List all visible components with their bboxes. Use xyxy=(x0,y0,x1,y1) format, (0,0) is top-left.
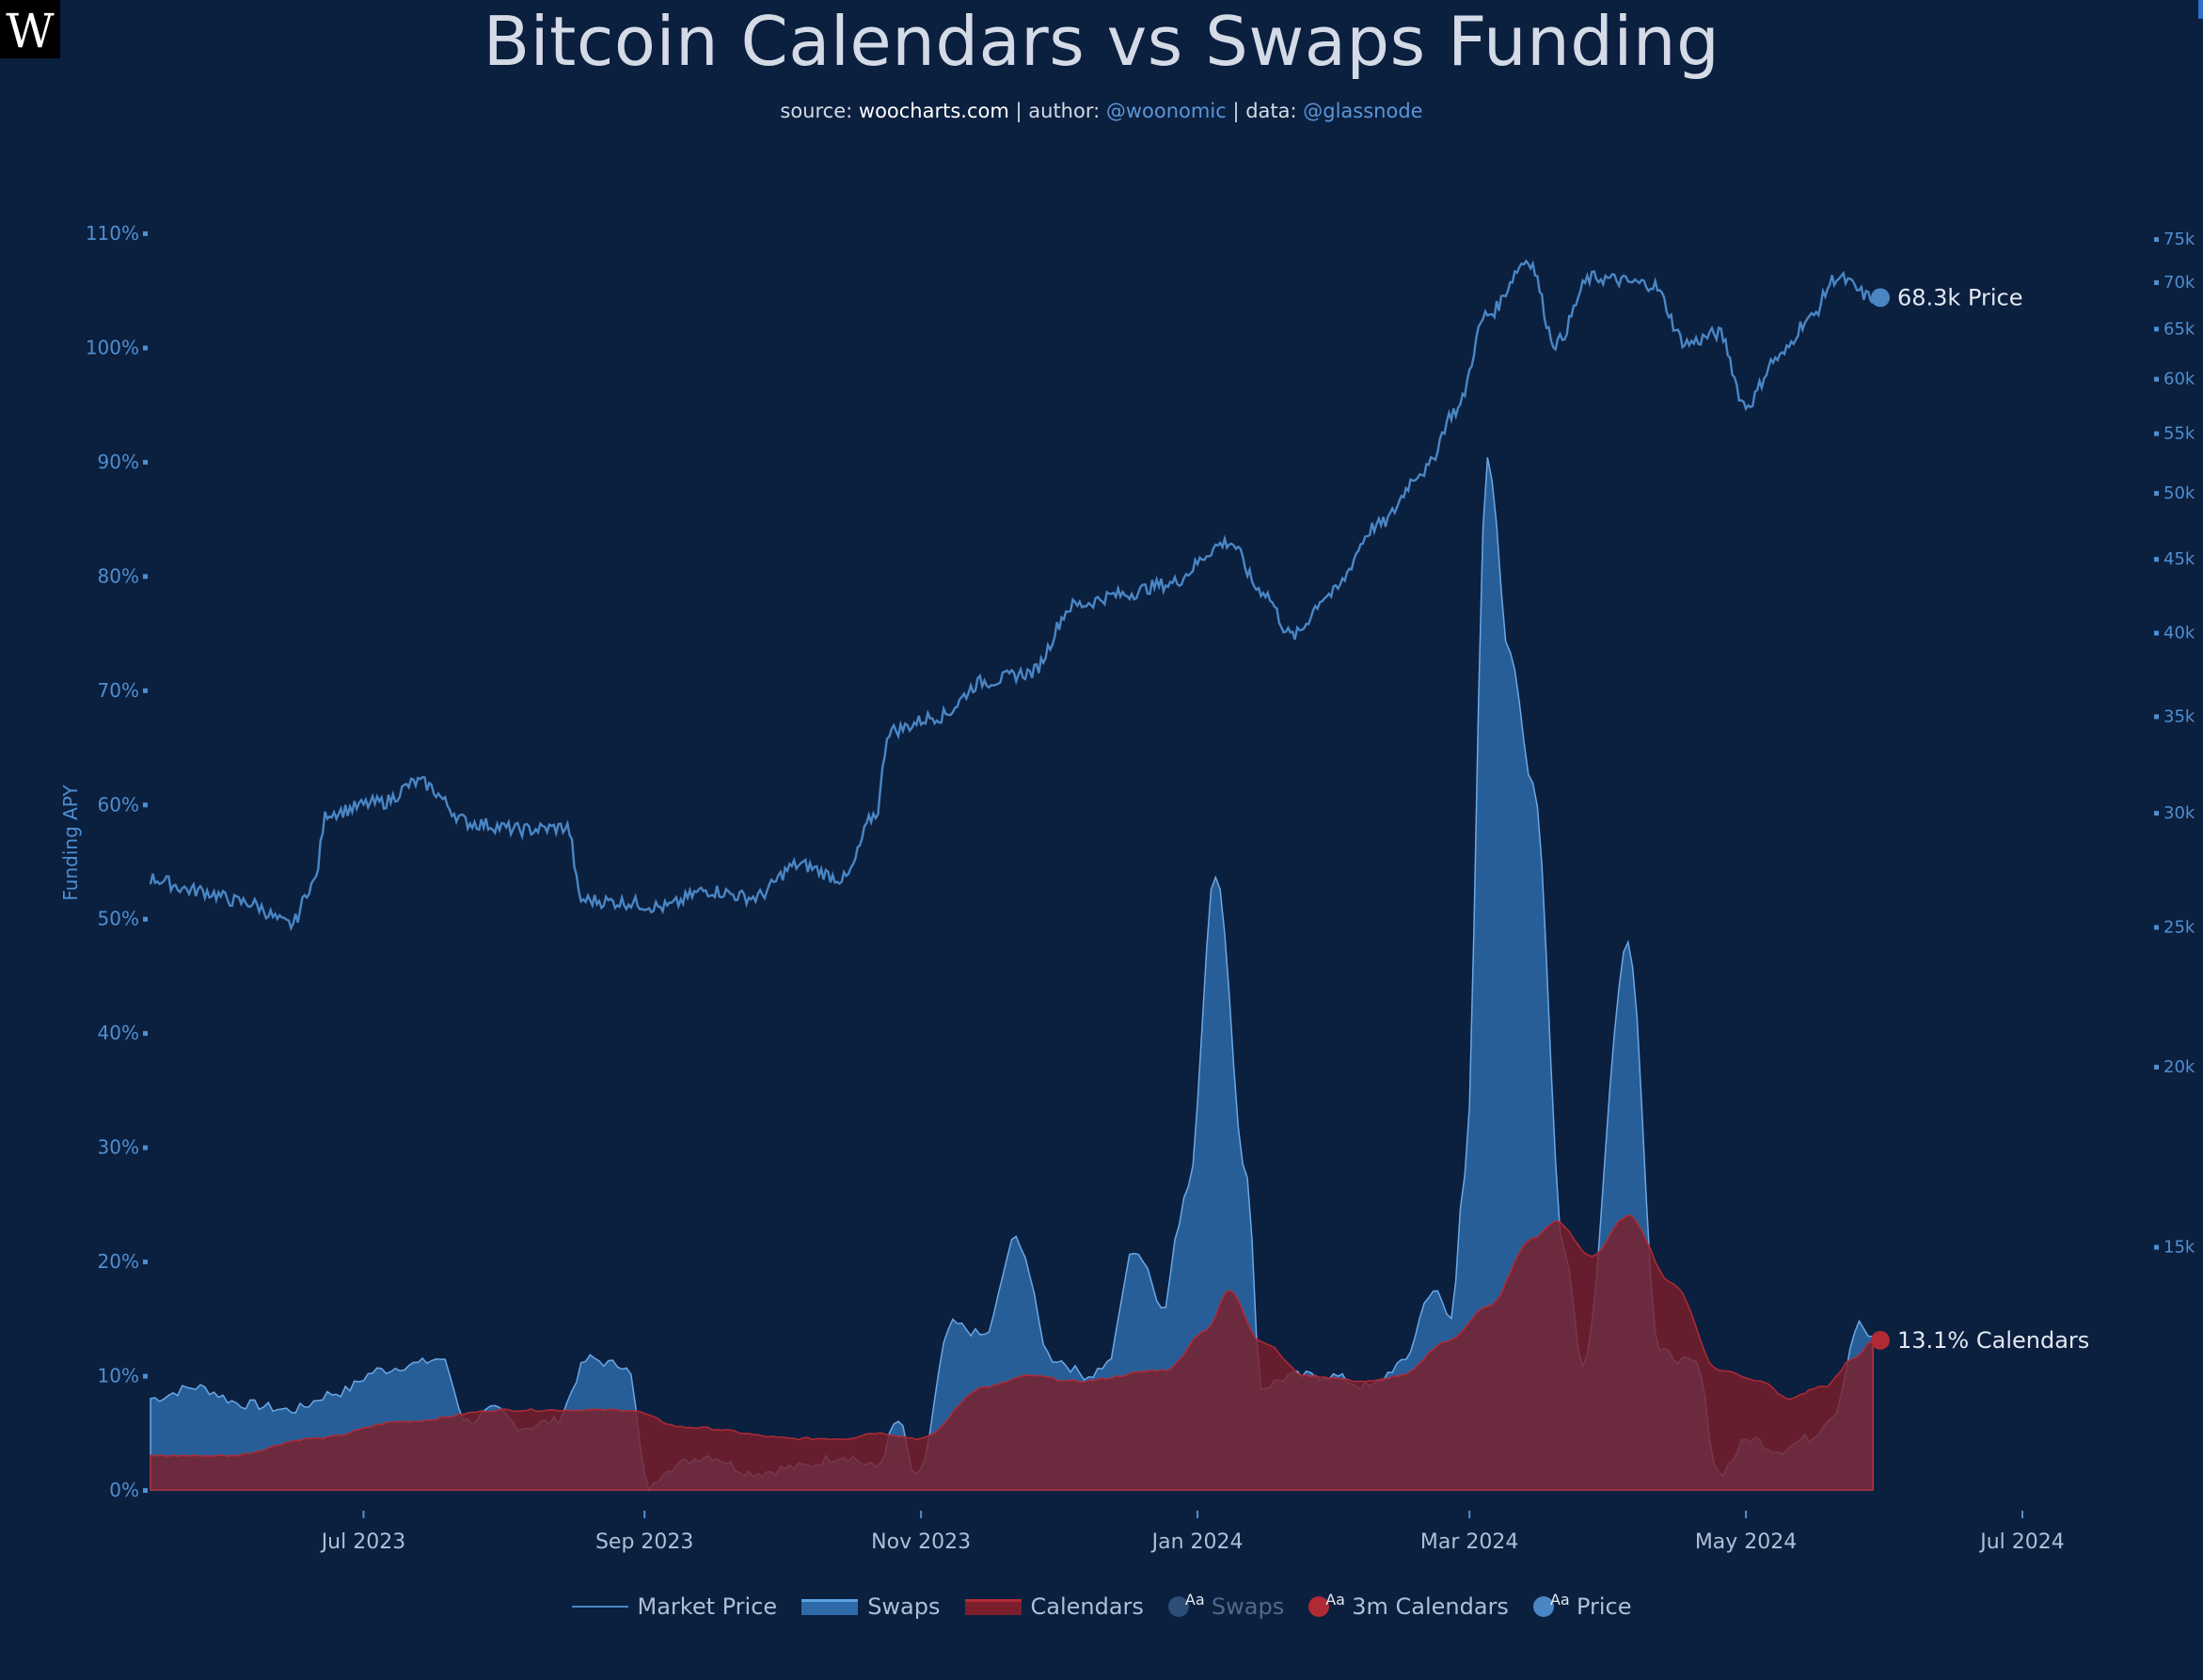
y2-tick-mark xyxy=(2154,811,2159,816)
legend-item-price-marker[interactable]: Aa Price xyxy=(1532,1591,1632,1620)
y2-tick-mark xyxy=(2154,925,2159,930)
y-tick-label: 0% xyxy=(109,1479,139,1501)
y2-tick-mark xyxy=(2154,557,2159,563)
price-line[interactable] xyxy=(149,259,1874,932)
y2-tick-mark xyxy=(2154,630,2159,636)
source-label: source: xyxy=(780,100,853,122)
swaps-marker-icon: Aa xyxy=(1167,1591,1205,1617)
y-axis-title: Funding APY xyxy=(59,785,82,901)
y-tick-mark xyxy=(143,574,148,579)
corner-accent xyxy=(2198,0,2203,19)
author-link[interactable]: @woonomic xyxy=(1105,100,1227,122)
calendars-swatch xyxy=(964,1598,1022,1615)
y-tick-label: 70% xyxy=(98,679,139,702)
y-tick-label: 30% xyxy=(98,1136,139,1159)
y2-tick-label: 50k xyxy=(2163,483,2195,503)
y2-tick-mark xyxy=(2154,1064,2159,1070)
x-axis: Jul 2023 Sep 2023 Nov 2023 Jan 2024 Mar 2024… xyxy=(320,1511,2065,1554)
legend-label-calendars-marker: 3m Calendars xyxy=(1352,1593,1509,1620)
legend: Market Price Swaps Calendars Aa Swaps Aa… xyxy=(0,1591,2203,1620)
author-label: | author: xyxy=(1015,100,1101,122)
legend-label-swaps-marker: Swaps xyxy=(1211,1593,1285,1620)
y2-tick-label: 60k xyxy=(2163,370,2195,389)
y2-tick-mark xyxy=(2154,431,2159,436)
data-label: | data: xyxy=(1232,100,1297,122)
x-tick-label: Jan 2024 xyxy=(1150,1530,1244,1554)
x-tick-label: Jul 2023 xyxy=(320,1530,406,1554)
y2-tick-label: 75k xyxy=(2163,230,2195,249)
y-tick-mark xyxy=(143,1488,148,1493)
chart-canvas[interactable]: 0% 10% 20% 30% 40% 50% 60% 70% 80% 90% 100% 110% 15… xyxy=(0,0,2203,1580)
y2-tick-label: 15k xyxy=(2163,1237,2195,1257)
legend-item-calendars[interactable]: Calendars xyxy=(964,1593,1144,1620)
calendars-end-marker xyxy=(1870,1330,1890,1350)
x-tick-label: May 2024 xyxy=(1695,1530,1797,1554)
legend-label-market-price: Market Price xyxy=(637,1593,778,1620)
y-tick-mark xyxy=(143,802,148,808)
legend-item-calendars-marker[interactable]: Aa 3m Calendars xyxy=(1308,1591,1509,1620)
y2-tick-label: 40k xyxy=(2163,624,2195,643)
y2-tick-mark xyxy=(2154,491,2159,497)
calendars-end-label: 13.1% Calendars xyxy=(1897,1327,2089,1354)
y-axis-left: 0% 10% 20% 30% 40% 50% 60% 70% 80% 90% 100% 110% xyxy=(86,222,148,1501)
legend-item-swaps[interactable]: Swaps xyxy=(801,1593,941,1620)
market-price-swatch xyxy=(571,1606,628,1608)
data-link[interactable]: @glassnode xyxy=(1303,100,1423,122)
x-tick-label: Sep 2023 xyxy=(595,1530,693,1554)
y-tick-mark xyxy=(143,1145,148,1150)
y2-tick-label: 65k xyxy=(2163,319,2195,339)
y2-tick-label: 45k xyxy=(2163,549,2195,569)
chart-subtitle: source: woocharts.com | author: @woonomi… xyxy=(0,100,2203,122)
y-tick-label: 40% xyxy=(98,1022,139,1044)
price-marker-icon: Aa xyxy=(1532,1591,1570,1617)
y-tick-mark xyxy=(143,1031,148,1037)
legend-label-price-marker: Price xyxy=(1576,1593,1632,1620)
x-tick-label: Jul 2024 xyxy=(1978,1530,2065,1554)
y-tick-label: 50% xyxy=(98,908,139,930)
y2-tick-label: 20k xyxy=(2163,1057,2195,1077)
legend-item-swaps-marker[interactable]: Aa Swaps xyxy=(1167,1591,1285,1620)
y2-tick-mark xyxy=(2154,714,2159,720)
source-link[interactable]: woocharts.com xyxy=(858,100,1009,122)
calendars-area[interactable] xyxy=(150,1213,1874,1491)
y-tick-mark xyxy=(143,1260,148,1265)
swaps-swatch xyxy=(801,1598,859,1615)
y2-tick-label: 25k xyxy=(2163,917,2195,937)
price-end-label: 68.3k Price xyxy=(1897,284,2023,310)
x-tick-label: Nov 2023 xyxy=(871,1530,971,1554)
legend-item-market-price[interactable]: Market Price xyxy=(571,1593,778,1620)
chart-title: Bitcoin Calendars vs Swaps Funding xyxy=(483,2,1720,81)
y-tick-mark xyxy=(143,916,148,922)
y-tick-label: 10% xyxy=(98,1365,139,1387)
legend-label-swaps: Swaps xyxy=(867,1593,941,1620)
y-tick-mark xyxy=(143,1373,148,1379)
y-tick-label: 20% xyxy=(98,1250,139,1273)
woocharts-logo: W xyxy=(0,0,60,58)
y-tick-label: 90% xyxy=(98,451,139,473)
y-tick-label: 60% xyxy=(98,793,139,816)
y-tick-label: 100% xyxy=(86,336,139,358)
y2-tick-mark xyxy=(2154,326,2159,332)
y-tick-mark xyxy=(143,459,148,465)
y-tick-mark xyxy=(143,345,148,351)
y-tick-mark xyxy=(143,688,148,693)
y-tick-label: 110% xyxy=(86,222,139,245)
y2-tick-label: 35k xyxy=(2163,706,2195,726)
y2-tick-mark xyxy=(2154,237,2159,243)
y2-tick-mark xyxy=(2154,1244,2159,1250)
calendars-marker-icon: Aa xyxy=(1308,1591,1345,1617)
legend-label-calendars: Calendars xyxy=(1030,1593,1144,1620)
y2-tick-label: 55k xyxy=(2163,424,2195,444)
price-end-marker xyxy=(1870,288,1890,308)
y2-tick-mark xyxy=(2154,376,2159,382)
y2-tick-mark xyxy=(2154,280,2159,286)
y-tick-label: 80% xyxy=(98,564,139,587)
y-tick-mark xyxy=(143,231,148,236)
x-tick-label: Mar 2024 xyxy=(1420,1530,1519,1554)
y2-tick-label: 30k xyxy=(2163,803,2195,823)
y2-tick-label: 70k xyxy=(2163,273,2195,293)
y-axis-right: 15k 20k 25k 30k 35k 40k 45k 50k 55k 60k 65k 70k 75k xyxy=(2154,230,2195,1257)
